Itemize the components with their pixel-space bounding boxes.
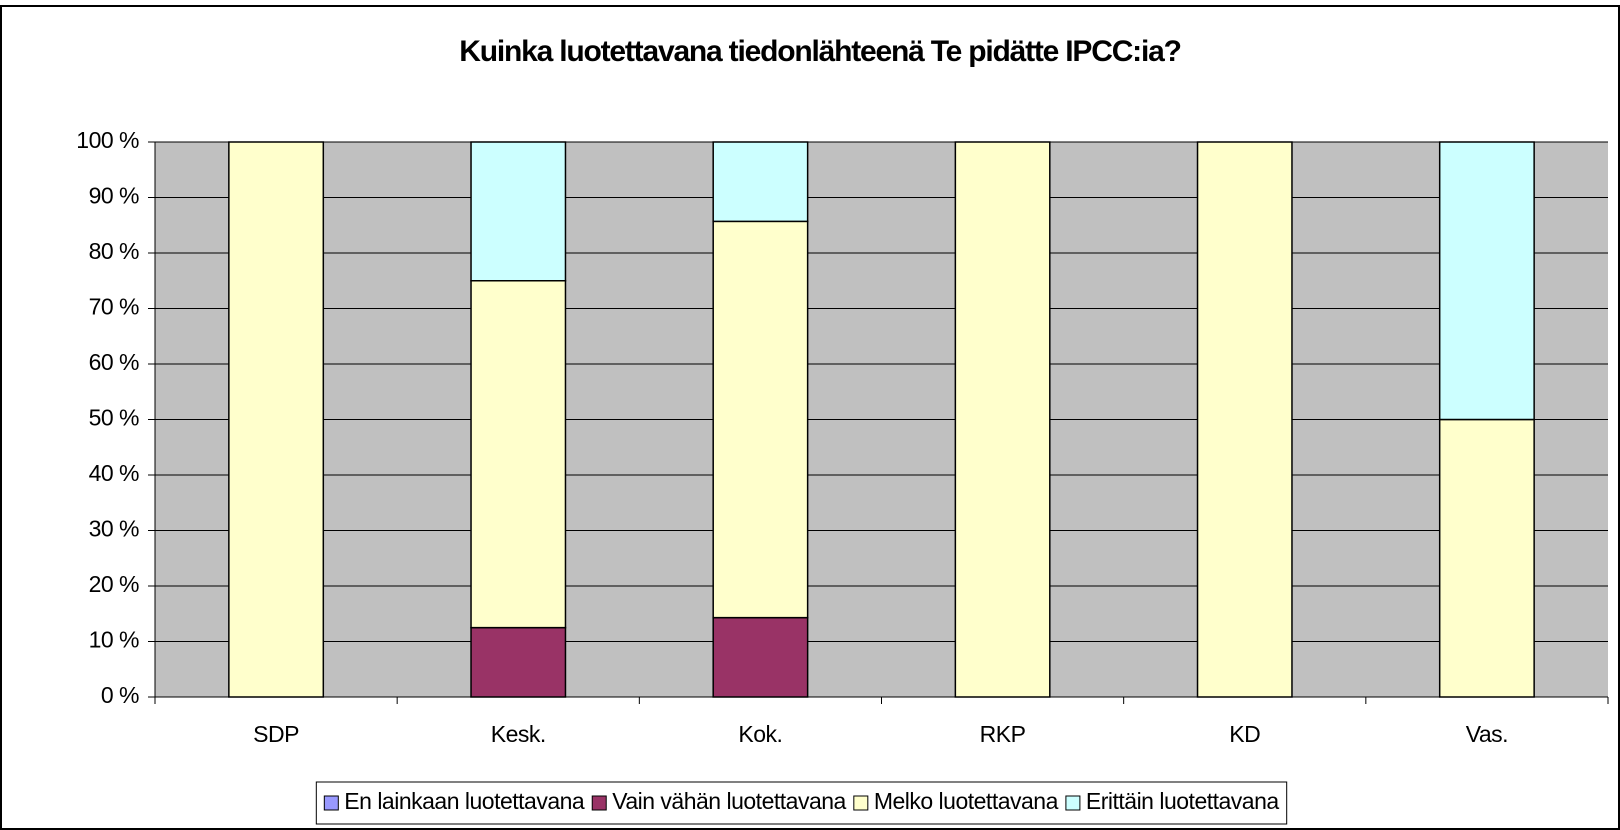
- y-tick-label: 40 %: [89, 460, 139, 486]
- bar-segment: [1438, 418, 1535, 698]
- bar-segment: [1196, 141, 1293, 698]
- x-tick-label: Kesk.: [491, 721, 546, 747]
- legend-label: Erittäin luotettavana: [1086, 788, 1280, 814]
- legend-label: Vain vähän luotettavana: [612, 788, 846, 814]
- x-tick-label: Kok.: [738, 721, 782, 747]
- y-tick-label: 80 %: [89, 238, 139, 264]
- bar-segment: [712, 220, 809, 619]
- y-tick-label: 60 %: [89, 349, 139, 375]
- bar-segment: [1438, 141, 1535, 421]
- bar-segment: [712, 616, 809, 698]
- y-tick-label: 50 %: [89, 405, 139, 431]
- x-tick-label: SDP: [253, 721, 299, 747]
- legend-box: [315, 781, 1288, 825]
- chart-title: Kuinka luotettavana tiedonlähteenä Te pi…: [459, 35, 1180, 68]
- legend-swatch: [853, 795, 869, 811]
- y-tick-label: 90 %: [89, 183, 139, 209]
- y-tick-label: 0 %: [101, 682, 139, 708]
- legend-swatch: [591, 795, 607, 811]
- x-tick-label: KD: [1229, 721, 1260, 747]
- bar-segment: [470, 626, 567, 698]
- y-tick-label: 100 %: [76, 127, 139, 153]
- y-tick-label: 70 %: [89, 294, 139, 320]
- bar-segment: [954, 141, 1051, 698]
- legend-label: Melko luotettavana: [874, 788, 1059, 814]
- bar-segment: [470, 280, 567, 629]
- x-tick-label: RKP: [980, 721, 1026, 747]
- y-tick-label: 30 %: [89, 516, 139, 542]
- bar-segment: [712, 141, 809, 223]
- bar-segment: [228, 141, 325, 698]
- y-tick-label: 20 %: [89, 571, 139, 597]
- legend-swatch: [323, 795, 339, 811]
- legend-swatch: [1065, 795, 1081, 811]
- bar-segment: [470, 141, 567, 282]
- x-tick-label: Vas.: [1466, 721, 1508, 747]
- legend-label: En lainkaan luotettavana: [344, 788, 585, 814]
- y-tick-label: 10 %: [89, 627, 139, 653]
